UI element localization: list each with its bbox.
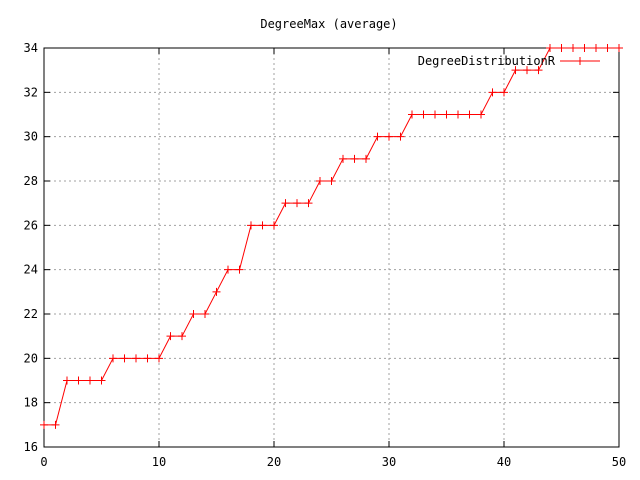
data-point: [40, 420, 48, 429]
y-tick-label: 16: [24, 440, 38, 454]
data-point: [557, 44, 566, 52]
data-point: [511, 66, 520, 75]
data-point: [63, 376, 71, 385]
chart-title: DegreeMax (average): [260, 17, 397, 31]
data-point: [465, 110, 474, 119]
data-point: [293, 199, 301, 208]
grid: [44, 48, 619, 447]
data-point: [339, 154, 347, 163]
data-point: [592, 44, 600, 52]
data-point: [373, 132, 382, 141]
legend-label: DegreeDistributionR: [418, 54, 556, 68]
data-point: [86, 376, 94, 385]
data-point: [224, 265, 232, 274]
data-point: [500, 88, 508, 97]
x-tick-label: 30: [382, 455, 396, 469]
data-point: [109, 354, 117, 363]
y-tick-label: 20: [24, 351, 38, 365]
data-point: [408, 110, 416, 119]
data-point: [143, 354, 152, 363]
data-point: [201, 310, 209, 318]
x-tick-label: 0: [40, 455, 47, 469]
data-point: [97, 376, 106, 385]
series-line: [44, 47, 619, 426]
y-tick-label: 18: [24, 396, 38, 410]
data-point: [385, 132, 393, 141]
legend-marker: [576, 57, 584, 65]
y-tick-label: 32: [24, 85, 38, 99]
data-point: [247, 221, 255, 230]
data-point: [603, 44, 612, 52]
data-point: [132, 354, 140, 363]
data-point: [74, 376, 83, 385]
data-point: [316, 177, 324, 185]
data-point: [350, 154, 359, 163]
data-point: [212, 287, 221, 296]
data-point: [488, 88, 497, 97]
data-point: [51, 420, 60, 429]
data-point: [258, 221, 267, 230]
x-tick-label: 20: [267, 455, 281, 469]
x-tick-label: 10: [152, 455, 166, 469]
x-tick-label: 40: [497, 455, 511, 469]
data-point: [155, 354, 163, 363]
x-tick-label: 50: [612, 455, 626, 469]
data-point: [189, 310, 198, 318]
y-tick-label: 30: [24, 130, 38, 144]
data-point: [235, 265, 244, 274]
data-point: [270, 221, 278, 230]
y-tick-label: 28: [24, 174, 38, 188]
data-point: [523, 66, 531, 75]
data-point: [120, 354, 129, 363]
axes: 0 10 20 30 40 50 16 18 20 22 24 26 28 30 32 34: [24, 41, 627, 469]
data-point: [304, 199, 313, 208]
data-point: [615, 44, 623, 52]
data-point: [362, 154, 370, 163]
data-point: [327, 177, 336, 185]
legend: DegreeDistributionR: [418, 54, 600, 68]
data-point: [431, 110, 439, 119]
y-tick-label: 34: [24, 41, 38, 55]
data-point: [569, 44, 577, 52]
y-tick-label: 22: [24, 307, 38, 321]
data-point: [454, 110, 462, 119]
data-point: [281, 199, 290, 208]
data-point: [178, 332, 186, 341]
data-point: [419, 110, 428, 119]
data-point: [166, 332, 175, 341]
plot-border: [43, 47, 620, 448]
series: [40, 44, 623, 429]
data-point: [442, 110, 451, 119]
data-point: [534, 66, 543, 75]
y-tick-label: 26: [24, 218, 38, 232]
data-point: [396, 132, 405, 141]
data-point: [580, 44, 589, 52]
y-tick-label: 24: [24, 263, 38, 277]
data-point: [477, 110, 485, 119]
data-point: [546, 44, 554, 52]
